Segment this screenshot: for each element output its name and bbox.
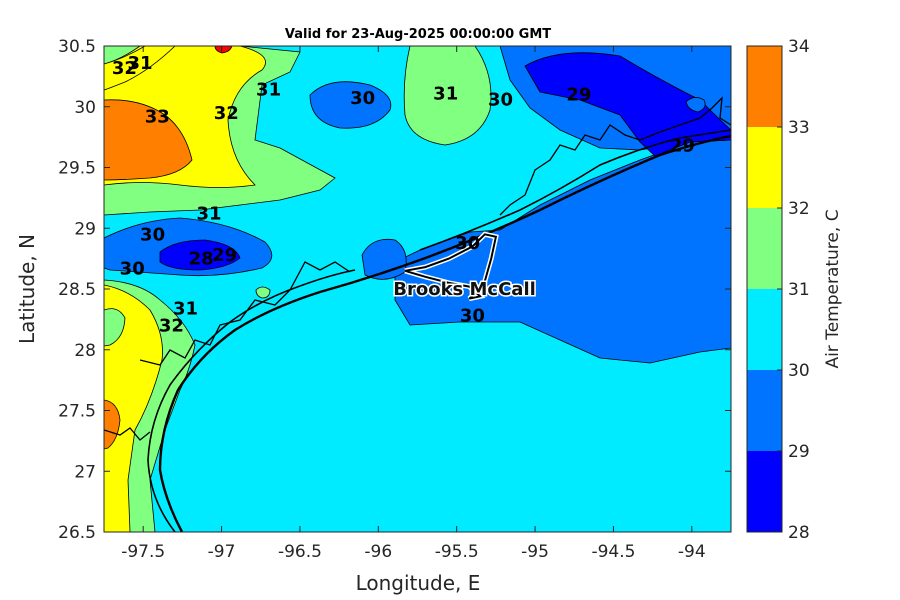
- coastline-inner: [147, 129, 731, 532]
- band-28-29-ne: [524, 52, 731, 157]
- band-31-32-north-mid: [403, 46, 492, 146]
- contour-label: 28: [189, 249, 214, 270]
- colorbar-segment: [747, 289, 782, 370]
- band-31-32-small: [255, 286, 271, 299]
- colorbar-tick-label: 30: [788, 361, 810, 381]
- band-29-30-offshore: [394, 139, 731, 364]
- contour-label: 29: [566, 85, 591, 106]
- x-tick-label: -96.5: [278, 542, 322, 562]
- contour-label: 29: [670, 136, 695, 157]
- colorbar-label: Air Temperature, C: [823, 209, 843, 368]
- colorbar-tick-label: 31: [788, 280, 810, 300]
- contour-label: 33: [145, 106, 170, 127]
- band-34-plus-north: [214, 46, 233, 54]
- y-tick-label: 29: [74, 219, 96, 239]
- y-tick-label: 30.5: [58, 37, 96, 57]
- y-tick-label: 30: [74, 98, 96, 118]
- contour-label: 31: [433, 83, 458, 104]
- band-32-33-south: [104, 284, 163, 532]
- y-tick-label: 28.5: [58, 280, 96, 300]
- band-33-34-south: [104, 399, 121, 450]
- colorbar-segment: [747, 46, 782, 127]
- contour-label: 30: [350, 88, 375, 109]
- contour-label: 31: [128, 53, 153, 74]
- y-tick-label: 27: [74, 462, 96, 482]
- band-29-30-spot: [685, 97, 706, 113]
- contour-label: 30: [455, 233, 480, 254]
- y-tick-label: 29.5: [58, 159, 96, 179]
- coastline: [158, 134, 731, 532]
- contour-label: 32: [112, 58, 137, 79]
- colorbar-tick-label: 28: [788, 523, 810, 543]
- colorbar-segment: [747, 208, 782, 289]
- contour-label: 32: [214, 103, 239, 124]
- bay-outlines: [104, 96, 731, 441]
- y-tick-label: 28: [74, 341, 96, 361]
- x-tick-label: -97: [208, 542, 236, 562]
- y-tick-label: 27.5: [58, 402, 96, 422]
- contour-label: 30: [460, 306, 485, 327]
- band-28-29-west: [159, 239, 241, 271]
- x-tick-label: -94.5: [591, 542, 635, 562]
- x-tick-label: -95.5: [435, 542, 479, 562]
- contour-label: 31: [173, 298, 198, 319]
- colorbar-tick-label: 33: [788, 118, 810, 138]
- y-tick-label: 26.5: [58, 523, 96, 543]
- band-29-30-north: [309, 81, 392, 129]
- colorbar-tick-label: 29: [788, 442, 810, 462]
- x-tick-label: -95: [521, 542, 549, 562]
- band-31-32-south-inner: [104, 308, 126, 347]
- colorbar-tick-label: 34: [788, 37, 810, 57]
- colorbar-segment: [747, 451, 782, 532]
- y-axis-label: Latitude, N: [15, 234, 39, 344]
- station-track: [404, 233, 498, 300]
- station-label: Brooks McCall: [393, 279, 536, 300]
- colorbar: 28 29 30 31 32 33 34: [746, 37, 810, 543]
- y-axis: 26.5 27 27.5 28 28.5 29 29.5 30 30.5: [58, 37, 731, 543]
- chart-title: Valid for 23-Aug-2025 00:00:00 GMT: [285, 27, 551, 42]
- colorbar-tick-label: 32: [788, 199, 810, 219]
- contour-label: 30: [120, 258, 145, 279]
- contour-label: 30: [140, 224, 165, 245]
- contour-label: 30: [488, 89, 513, 110]
- contour-label: 32: [159, 315, 184, 336]
- contour-label: 31: [256, 80, 281, 101]
- contour-label: 29: [212, 245, 237, 266]
- band-32-33-corner: [104, 46, 176, 91]
- x-tick-label: -96: [364, 542, 392, 562]
- band-33-34-north: [104, 99, 193, 181]
- colorbar-segment: [747, 370, 782, 451]
- contour-label: 31: [196, 204, 221, 225]
- x-axis-label: Longitude, E: [356, 571, 481, 595]
- colorbar-segment: [747, 127, 782, 208]
- x-axis: -97.5 -97 -96.5 -96 -95.5 -95 -94.5 -94: [121, 46, 706, 562]
- x-tick-label: -94: [678, 542, 706, 562]
- x-tick-label: -97.5: [121, 542, 165, 562]
